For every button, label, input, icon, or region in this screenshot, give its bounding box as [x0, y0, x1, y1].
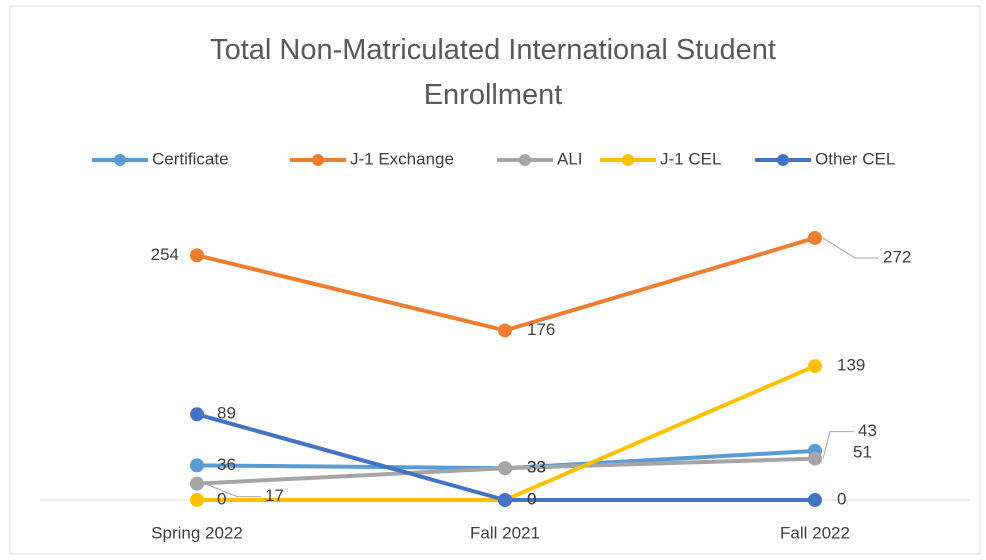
legend-marker [312, 154, 324, 166]
data-label: 0 [217, 489, 226, 508]
data-label: 272 [883, 247, 911, 266]
data-label: 139 [837, 356, 865, 375]
legend-marker [114, 154, 126, 166]
x-tick-label: Fall 2021 [470, 523, 540, 542]
data-label: 254 [151, 245, 179, 264]
data-label: 176 [527, 320, 555, 339]
data-point [808, 493, 822, 507]
data-label: 33 [527, 458, 546, 477]
data-label: 89 [217, 404, 236, 423]
data-point [190, 248, 204, 263]
leader-line [204, 483, 261, 498]
chart-title: Total Non-Matriculated International Stu… [210, 34, 776, 111]
data-label: 0 [527, 489, 536, 508]
data-point [808, 359, 822, 374]
data-label: 33 [527, 458, 546, 477]
data-label: 51 [853, 442, 872, 461]
legend-label: J-1 Exchange [350, 149, 454, 168]
data-label: 0 [527, 489, 536, 508]
data-point [498, 461, 512, 476]
data-point [498, 493, 512, 507]
data-label: 0 [837, 489, 846, 508]
data-point [190, 493, 204, 507]
data-point [498, 323, 512, 338]
legend-label: Other CEL [815, 149, 895, 168]
data-label: 17 [265, 486, 284, 505]
leader-line [822, 237, 879, 259]
data-point [190, 407, 204, 422]
legend-marker [777, 154, 789, 166]
legend-marker [622, 154, 634, 166]
legend-label: Certificate [152, 149, 229, 168]
leader-line [822, 431, 854, 459]
data-point [808, 451, 822, 466]
data-point [190, 476, 204, 491]
legend-label: J-1 CEL [660, 149, 721, 168]
x-tick-label: Spring 2022 [151, 523, 243, 542]
data-point [190, 458, 204, 473]
data-label: 43 [858, 421, 877, 440]
data-point [808, 230, 822, 245]
data-label: 36 [217, 455, 236, 474]
x-tick-label: Fall 2022 [780, 523, 850, 542]
legend-label: ALI [557, 149, 583, 168]
legend-marker [519, 154, 531, 166]
